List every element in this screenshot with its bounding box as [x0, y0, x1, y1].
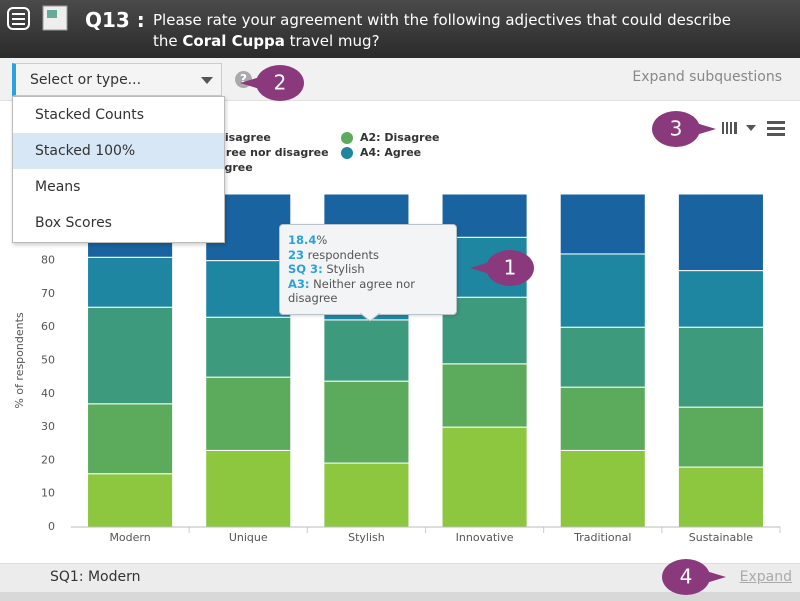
- legend-marker: [341, 132, 353, 144]
- bar-segment: [441, 426, 528, 528]
- y-axis-label: % of respondents: [13, 312, 26, 409]
- bar-segment: [323, 462, 410, 528]
- text: the: [153, 32, 183, 50]
- y-tick-label: 80: [41, 254, 55, 267]
- menu-item[interactable]: Box Scores: [35, 215, 112, 231]
- tooltip-line: A3: Neither agree nor disagree: [288, 277, 448, 306]
- legend-label: A4: Agree: [360, 146, 421, 159]
- question-number: Q13 :: [85, 8, 145, 32]
- menu-item[interactable]: Stacked Counts: [35, 107, 145, 123]
- text: Coral Cuppa: [182, 32, 285, 50]
- bar-segment: [677, 326, 764, 408]
- y-tick-label: 10: [41, 487, 55, 500]
- bar-segment: [559, 253, 646, 328]
- tooltip-key: 18.4: [288, 233, 317, 247]
- bar-segment: [677, 270, 764, 328]
- bar-segment: [559, 326, 646, 388]
- legend-marker: [341, 147, 353, 159]
- menu-item[interactable]: Stacked 100%: [13, 133, 224, 169]
- tooltip-key: 23: [288, 247, 305, 262]
- tooltip-key: A3:: [288, 276, 310, 291]
- bar-segment: [559, 193, 646, 255]
- x-tick-label: Innovative: [456, 531, 514, 544]
- bar-segment: [205, 316, 292, 378]
- expand-subquestions[interactable]: Expand subquestions: [632, 69, 782, 85]
- bar-segment: [205, 449, 292, 528]
- chart-type-select[interactable]: Select or type...: [12, 63, 222, 96]
- tooltip-text: respondents: [304, 247, 380, 262]
- y-tick-label: 40: [41, 387, 55, 400]
- question-text: Please rate your agreement with the foll…: [153, 10, 793, 52]
- tooltip: 18.4% 23 respondents SQ 3: Stylish A3: Neit…: [279, 224, 457, 322]
- tooltip-text: %: [316, 233, 328, 247]
- legend-label: A2: Disagree: [360, 131, 440, 144]
- menu-item[interactable]: Means: [35, 179, 81, 195]
- bar-segment: [677, 466, 764, 528]
- x-tick-label: Sustainable: [689, 531, 754, 544]
- next-row: [0, 592, 800, 601]
- bar-segment: [677, 193, 764, 272]
- x-tick-label: Stylish: [348, 531, 385, 544]
- tooltip-text: Stylish: [322, 262, 365, 276]
- y-tick-label: 20: [41, 453, 55, 466]
- bar-segment: [441, 363, 528, 428]
- subquestion-label: SQ1: Modern: [50, 569, 141, 585]
- select-text: Select or type...: [30, 72, 142, 88]
- bar-segment: [323, 380, 410, 464]
- subquestion-row: SQ1: Modern Expand: [0, 563, 800, 593]
- y-tick-label: 70: [41, 287, 55, 300]
- y-tick-label: 50: [41, 354, 55, 367]
- bar-segment: [677, 406, 764, 468]
- header: Q13 : Please rate your agreement with th…: [0, 0, 800, 58]
- help-icon[interactable]: ?: [235, 71, 252, 88]
- tooltip-line: 23 respondents: [288, 248, 448, 263]
- tooltip-key: SQ 3:: [288, 262, 323, 276]
- tooltip-text: Neither agree nor disagree: [288, 276, 415, 306]
- tooltip-line: SQ 3: Stylish: [288, 262, 448, 277]
- bar-segment: [87, 403, 174, 475]
- y-tick-label: 30: [41, 420, 55, 433]
- tooltip-line: 18.4%: [288, 233, 448, 248]
- header-icons: [7, 5, 68, 31]
- tooltip-pointer: [360, 312, 380, 322]
- dropdown-menu: Stacked Counts Stacked 100% Means Box Score…: [12, 96, 225, 243]
- x-tick-label: Modern: [109, 531, 150, 544]
- bar-segment: [87, 306, 174, 405]
- chart-icons[interactable]: [722, 121, 785, 136]
- bar-segment: [559, 449, 646, 528]
- bar-segment: [87, 256, 174, 308]
- x-tick-label: Traditional: [573, 531, 631, 544]
- bar-segment: [323, 319, 410, 382]
- y-tick-label: 60: [41, 320, 55, 333]
- caret: [201, 77, 213, 84]
- pointer: [360, 312, 380, 322]
- bar-segment: [87, 473, 174, 528]
- bar-segment: [205, 376, 292, 451]
- bar-segment: [205, 260, 292, 318]
- x-tick-label: Unique: [229, 531, 268, 544]
- expand-link[interactable]: Expand: [739, 569, 792, 585]
- y-tick-label: 0: [48, 520, 55, 533]
- text: Please rate your agreement with the foll…: [153, 11, 731, 29]
- text: travel mug?: [284, 32, 380, 50]
- bar-segment: [559, 386, 646, 451]
